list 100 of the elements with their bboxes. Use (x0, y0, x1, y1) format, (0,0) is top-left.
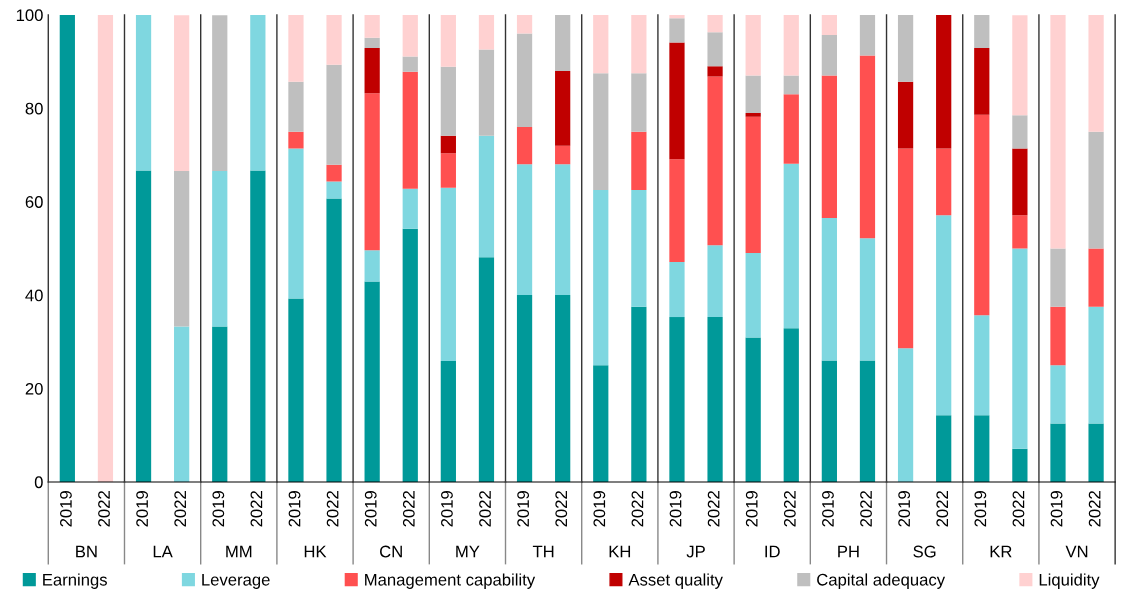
bar (135, 14, 152, 171)
bar (402, 188, 418, 229)
text: PH (838, 545, 859, 558)
x-tick-label: 2019 (60, 491, 72, 527)
bar (859, 360, 876, 482)
bar (974, 14, 990, 49)
bar (402, 71, 418, 189)
bar (745, 14, 761, 76)
bar (364, 14, 380, 38)
bar (631, 73, 647, 132)
x-tick-label: 2022 (98, 491, 110, 527)
bar (288, 148, 304, 299)
bar (364, 37, 380, 49)
bar (364, 250, 380, 282)
bar (326, 164, 342, 182)
bar (669, 14, 685, 19)
bar (135, 170, 152, 482)
text: MM (226, 545, 252, 558)
bar (669, 317, 685, 482)
bar (783, 75, 799, 95)
text: BN (76, 545, 97, 558)
bar (212, 170, 228, 327)
x-tick-label: 2022 (936, 491, 949, 527)
y-tick-label: 80 (25, 102, 43, 115)
bar (364, 48, 380, 94)
bar (1050, 306, 1066, 366)
bar (364, 93, 380, 251)
bar (631, 306, 647, 482)
text: HK (304, 545, 327, 558)
bar (326, 198, 342, 482)
bar (478, 257, 495, 482)
bar (631, 14, 647, 74)
bar (440, 66, 456, 136)
bar (364, 281, 380, 482)
bar (516, 126, 533, 165)
bar (707, 32, 723, 67)
y-tick-label: 40 (25, 289, 43, 302)
bar (859, 14, 876, 56)
bar (974, 114, 990, 316)
x-tick-label: 2019 (1050, 491, 1063, 527)
bar (669, 159, 685, 262)
bar (936, 148, 952, 216)
bar (440, 187, 456, 361)
bar (1088, 14, 1104, 132)
x-tick-label: 2022 (1012, 491, 1025, 527)
bar (174, 170, 190, 327)
legend-label: Management capability (365, 573, 536, 589)
bar (1012, 215, 1028, 249)
bar (326, 64, 342, 165)
bar (250, 170, 266, 482)
x-tick-label: 2022 (479, 491, 491, 527)
x-tick-label: 2019 (441, 491, 453, 527)
bar (555, 295, 571, 482)
bar (288, 81, 304, 132)
bar (1088, 423, 1104, 482)
bar (212, 15, 228, 171)
bar (555, 70, 571, 146)
bar (440, 14, 456, 67)
x-tick-label: 2019 (974, 491, 987, 527)
x-tick-label: 2022 (555, 491, 568, 527)
bar (821, 360, 837, 482)
bar (593, 14, 609, 74)
bar (593, 73, 609, 191)
bar (555, 14, 571, 71)
x-tick-label: 2022 (783, 491, 796, 527)
bar (897, 14, 914, 82)
y-tick-label: 0 (34, 476, 43, 489)
bar (555, 145, 571, 165)
text: KH (609, 545, 631, 558)
x-tick-label: 2019 (288, 491, 301, 527)
x-tick-label: 2022 (174, 491, 187, 527)
text: JP (686, 545, 705, 558)
y-tick-label: 20 (25, 382, 43, 395)
bar (821, 34, 837, 76)
bar (669, 42, 685, 160)
bar (669, 261, 685, 318)
bar (707, 317, 723, 482)
text: KR (990, 545, 1012, 558)
legend-label: Capital adequacy (817, 573, 946, 589)
bar (745, 116, 761, 254)
bar (1012, 15, 1028, 116)
bar (745, 337, 761, 482)
text: LA (153, 545, 173, 558)
bar (1050, 365, 1066, 424)
x-tick-label: 2022 (707, 491, 720, 527)
x-tick-label: 2019 (669, 491, 682, 527)
bar (1050, 423, 1066, 482)
x-tick-label: 2022 (1088, 491, 1101, 527)
bar (631, 190, 647, 307)
bar (288, 14, 304, 82)
bar (478, 14, 495, 50)
bar (59, 14, 75, 482)
x-tick-label: 2019 (517, 491, 530, 527)
text: VN (1065, 545, 1088, 558)
bar (1012, 448, 1028, 482)
y-tick-label: 60 (25, 196, 43, 208)
x-tick-label: 2019 (898, 491, 911, 527)
text: MY (456, 545, 480, 558)
bar (783, 94, 799, 164)
bar (1050, 248, 1066, 307)
